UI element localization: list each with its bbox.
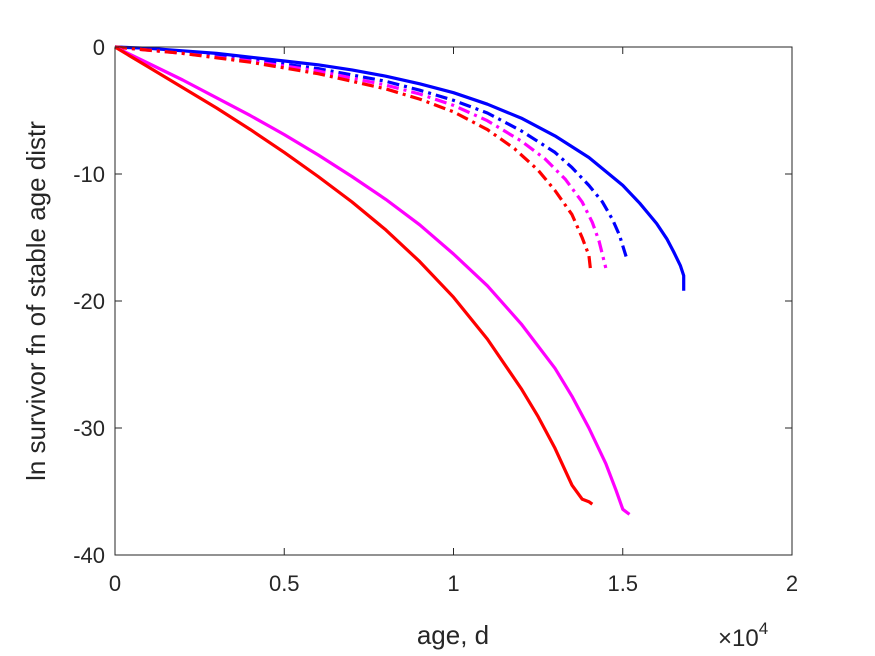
x-ticks: 0 0.5 1 1.5 2 bbox=[109, 47, 798, 596]
series-line-3 bbox=[114, 45, 608, 269]
x-axis-label: age, d bbox=[417, 620, 489, 650]
y-axis-label: ln survivor fn of stable age distr bbox=[21, 121, 51, 481]
x-tick-label: 0 bbox=[109, 571, 121, 596]
x-axis-multiplier-exponent: 4 bbox=[759, 619, 768, 638]
y-tick-label: -30 bbox=[73, 416, 105, 441]
x-tick-label: 1 bbox=[447, 571, 459, 596]
series-line-6 bbox=[114, 45, 594, 506]
x-tick-label: 0.5 bbox=[269, 571, 300, 596]
series-line-1 bbox=[114, 45, 686, 291]
series-line-2 bbox=[114, 45, 628, 257]
series-line-4 bbox=[114, 45, 593, 271]
plot-area bbox=[115, 47, 792, 555]
x-axis-multiplier: ×104 bbox=[718, 619, 768, 652]
series-layer bbox=[114, 45, 686, 516]
y-tick-label: -40 bbox=[73, 543, 105, 568]
y-tick-label: -20 bbox=[73, 289, 105, 314]
y-tick-label: 0 bbox=[93, 35, 105, 60]
y-tick-label: -10 bbox=[73, 162, 105, 187]
y-ticks: 0 -10 -20 -30 -40 bbox=[73, 35, 792, 568]
series-line-5 bbox=[114, 45, 631, 516]
x-tick-label: 1.5 bbox=[607, 571, 638, 596]
x-tick-label: 2 bbox=[786, 571, 798, 596]
x-axis-multiplier-base: ×10 bbox=[718, 625, 759, 652]
